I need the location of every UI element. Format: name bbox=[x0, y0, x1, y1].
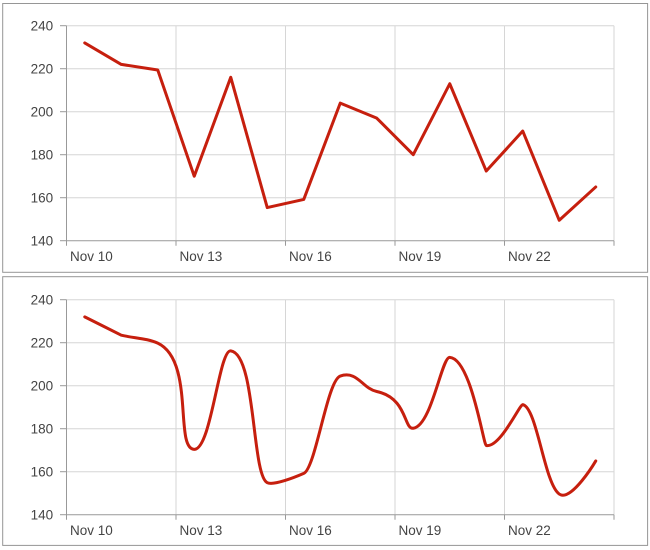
svg-text:160: 160 bbox=[31, 464, 54, 479]
svg-text:Nov 10: Nov 10 bbox=[70, 523, 113, 538]
svg-text:180: 180 bbox=[31, 421, 54, 436]
svg-text:Nov 13: Nov 13 bbox=[180, 249, 223, 264]
svg-text:Nov 19: Nov 19 bbox=[399, 523, 442, 538]
svg-text:220: 220 bbox=[31, 335, 54, 350]
svg-text:Nov 13: Nov 13 bbox=[180, 523, 223, 538]
svg-text:Nov 16: Nov 16 bbox=[289, 249, 332, 264]
svg-text:160: 160 bbox=[31, 190, 54, 205]
svg-text:220: 220 bbox=[31, 61, 54, 76]
svg-text:140: 140 bbox=[31, 233, 54, 248]
svg-text:180: 180 bbox=[31, 147, 54, 162]
svg-text:240: 240 bbox=[31, 18, 54, 33]
svg-text:Nov 19: Nov 19 bbox=[399, 249, 442, 264]
svg-text:140: 140 bbox=[31, 507, 54, 522]
svg-text:Nov 16: Nov 16 bbox=[289, 523, 332, 538]
svg-text:240: 240 bbox=[31, 292, 54, 307]
svg-text:Nov 22: Nov 22 bbox=[508, 249, 551, 264]
svg-text:Nov 22: Nov 22 bbox=[508, 523, 551, 538]
svg-text:200: 200 bbox=[31, 104, 54, 119]
svg-text:200: 200 bbox=[31, 378, 54, 393]
svg-text:Nov 10: Nov 10 bbox=[70, 249, 113, 264]
